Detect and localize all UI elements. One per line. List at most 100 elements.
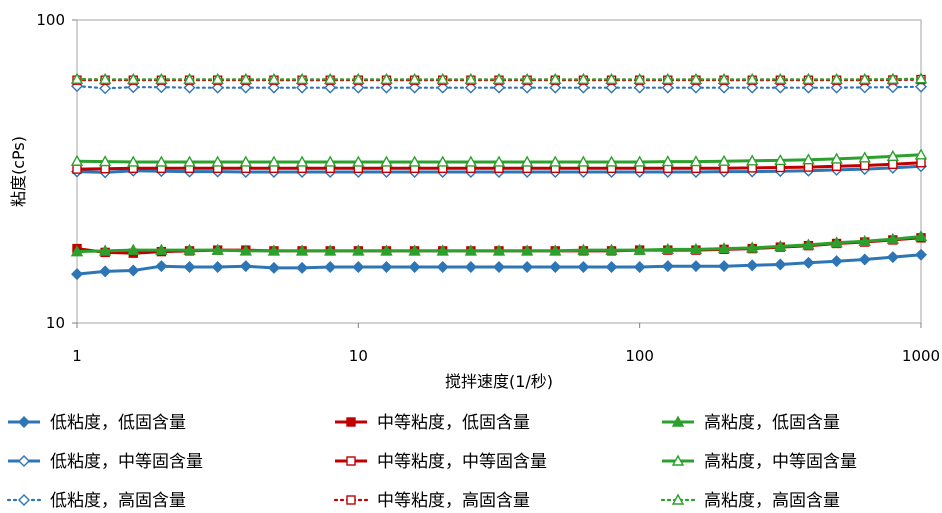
marker-triangle	[549, 244, 562, 256]
marker-diamond	[464, 261, 477, 274]
marker-square	[916, 158, 926, 168]
marker-triangle	[577, 155, 590, 167]
marker-diamond	[18, 455, 30, 467]
marker-triangle	[155, 72, 168, 85]
marker-triangle	[689, 72, 703, 85]
marker-triangle	[717, 72, 731, 85]
legend-label: 高粘度，高固含量	[704, 491, 840, 511]
marker-diamond	[211, 81, 224, 94]
marker-triangle	[717, 242, 731, 254]
marker-diamond	[436, 261, 449, 274]
x-tick-label: 100	[625, 347, 654, 365]
marker-triangle	[324, 244, 337, 256]
marker-diamond	[605, 261, 618, 274]
legend-label: 低粘度，高固含量	[50, 491, 186, 511]
marker-diamond	[380, 261, 393, 274]
marker-diamond	[99, 265, 112, 278]
marker-diamond	[577, 81, 590, 94]
marker-diamond	[183, 261, 196, 274]
marker-triangle	[886, 72, 900, 84]
marker-square	[860, 160, 870, 171]
series-layer	[70, 72, 928, 281]
marker-diamond	[605, 81, 618, 94]
marker-triangle	[295, 155, 309, 167]
marker-triangle	[380, 244, 393, 256]
marker-triangle	[464, 244, 478, 256]
marker-triangle	[183, 155, 196, 167]
marker-diamond	[324, 261, 337, 274]
marker-triangle	[774, 153, 787, 166]
marker-diamond	[689, 260, 702, 273]
marker-triangle	[324, 155, 337, 167]
marker-diamond	[155, 260, 168, 273]
marker-triangle	[127, 155, 140, 167]
marker-diamond	[830, 255, 843, 268]
marker-diamond	[746, 81, 759, 94]
marker-diamond	[18, 416, 30, 428]
series-6	[70, 148, 928, 167]
marker-triangle	[183, 72, 196, 85]
marker-diamond	[352, 81, 365, 94]
marker-triangle	[605, 72, 618, 85]
marker-triangle	[492, 72, 506, 85]
y-tick-label: 100	[36, 11, 65, 29]
marker-triangle	[408, 244, 421, 256]
marker-triangle	[324, 72, 337, 85]
marker-diamond	[886, 251, 899, 264]
marker-diamond	[296, 81, 309, 94]
marker-triangle	[436, 244, 449, 256]
marker-triangle	[914, 230, 928, 242]
marker-triangle	[914, 148, 928, 160]
marker-triangle	[689, 155, 703, 167]
marker-triangle	[295, 244, 309, 256]
marker-triangle	[605, 243, 618, 255]
marker-diamond	[408, 81, 421, 94]
marker-triangle	[886, 149, 900, 161]
x-tick-label: 10	[349, 347, 368, 365]
marker-triangle	[577, 243, 590, 255]
marker-triangle	[267, 155, 281, 167]
legend-item: 高粘度，中等固含量	[662, 452, 857, 472]
marker-triangle	[914, 72, 928, 84]
marker-diamond	[267, 261, 280, 274]
marker-diamond	[436, 81, 449, 94]
marker-triangle	[661, 242, 674, 255]
marker-square	[346, 456, 356, 466]
legend-item: 高粘度，低固含量	[662, 413, 840, 433]
marker-square	[346, 417, 356, 427]
marker-diamond	[211, 261, 224, 274]
marker-triangle	[70, 245, 84, 257]
marker-diamond	[718, 260, 731, 273]
marker-triangle	[127, 72, 140, 85]
marker-triangle	[492, 155, 506, 167]
legend-label: 中等粘度，中等固含量	[377, 452, 547, 472]
legend-item: 高粘度，高固含量	[660, 491, 840, 511]
marker-triangle	[98, 244, 112, 256]
marker-triangle	[774, 72, 787, 85]
marker-triangle	[520, 155, 534, 167]
marker-triangle	[520, 244, 534, 256]
marker-triangle	[155, 155, 168, 167]
marker-diamond	[830, 81, 843, 94]
marker-triangle	[155, 243, 168, 255]
series-5	[72, 158, 926, 174]
x-tick-label: 1	[72, 347, 82, 365]
marker-triangle	[408, 155, 421, 167]
marker-triangle	[577, 72, 590, 85]
marker-triangle	[802, 238, 815, 250]
marker-diamond	[183, 81, 196, 94]
marker-diamond	[915, 80, 927, 93]
marker-triangle	[886, 232, 900, 244]
marker-triangle	[633, 155, 646, 167]
marker-diamond	[549, 81, 562, 94]
legend-item: 中等粘度，高固含量	[333, 491, 530, 511]
marker-triangle	[661, 72, 674, 85]
legend-label: 中等粘度，低固含量	[377, 413, 530, 433]
marker-triangle	[211, 72, 224, 85]
marker-diamond	[408, 261, 421, 274]
marker-diamond	[71, 268, 83, 281]
marker-triangle	[464, 155, 478, 167]
marker-triangle	[858, 72, 871, 85]
marker-triangle	[380, 155, 393, 167]
